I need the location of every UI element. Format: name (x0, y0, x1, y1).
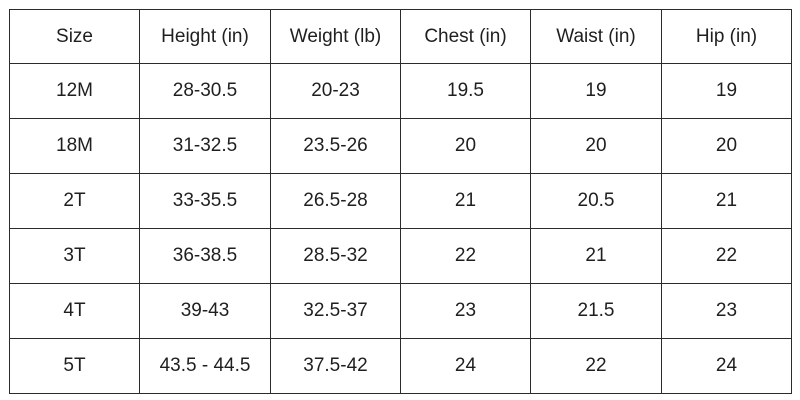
size-chart-table: Size Height (in) Weight (lb) Chest (in) … (9, 9, 792, 394)
cell-chest: 22 (400, 228, 531, 284)
table-row: 18M 31-32.5 23.5-26 20 20 20 (9, 118, 792, 174)
cell-waist: 19 (530, 63, 662, 119)
cell-weight: 23.5-26 (270, 118, 401, 174)
cell-size: 3T (9, 228, 140, 284)
cell-weight: 37.5-42 (270, 338, 401, 394)
header-weight: Weight (lb) (270, 9, 401, 64)
cell-height: 43.5 - 44.5 (139, 338, 271, 394)
cell-height: 28-30.5 (139, 63, 271, 119)
cell-hip: 20 (661, 118, 792, 174)
cell-weight: 32.5-37 (270, 283, 401, 339)
cell-height: 33-35.5 (139, 173, 271, 229)
cell-size: 5T (9, 338, 140, 394)
cell-weight: 20-23 (270, 63, 401, 119)
table-row: 12M 28-30.5 20-23 19.5 19 19 (9, 63, 792, 119)
cell-chest: 19.5 (400, 63, 531, 119)
header-hip: Hip (in) (661, 9, 792, 64)
cell-hip: 23 (661, 283, 792, 339)
cell-height: 36-38.5 (139, 228, 271, 284)
header-waist: Waist (in) (530, 9, 662, 64)
cell-hip: 24 (661, 338, 792, 394)
cell-waist: 21.5 (530, 283, 662, 339)
cell-waist: 22 (530, 338, 662, 394)
cell-size: 18M (9, 118, 140, 174)
table-row: 2T 33-35.5 26.5-28 21 20.5 21 (9, 173, 792, 229)
cell-chest: 20 (400, 118, 531, 174)
cell-chest: 24 (400, 338, 531, 394)
cell-weight: 26.5-28 (270, 173, 401, 229)
cell-size: 4T (9, 283, 140, 339)
cell-chest: 21 (400, 173, 531, 229)
header-chest: Chest (in) (400, 9, 531, 64)
table-row: 3T 36-38.5 28.5-32 22 21 22 (9, 228, 792, 284)
cell-weight: 28.5-32 (270, 228, 401, 284)
cell-hip: 19 (661, 63, 792, 119)
cell-hip: 21 (661, 173, 792, 229)
table-row: 4T 39-43 32.5-37 23 21.5 23 (9, 283, 792, 339)
table-row: 5T 43.5 - 44.5 37.5-42 24 22 24 (9, 338, 792, 394)
cell-size: 2T (9, 173, 140, 229)
header-height: Height (in) (139, 9, 271, 64)
header-size: Size (9, 9, 140, 64)
header-row: Size Height (in) Weight (lb) Chest (in) … (9, 9, 792, 64)
cell-waist: 20 (530, 118, 662, 174)
cell-height: 31-32.5 (139, 118, 271, 174)
cell-chest: 23 (400, 283, 531, 339)
cell-height: 39-43 (139, 283, 271, 339)
cell-size: 12M (9, 63, 140, 119)
cell-hip: 22 (661, 228, 792, 284)
cell-waist: 20.5 (530, 173, 662, 229)
cell-waist: 21 (530, 228, 662, 284)
